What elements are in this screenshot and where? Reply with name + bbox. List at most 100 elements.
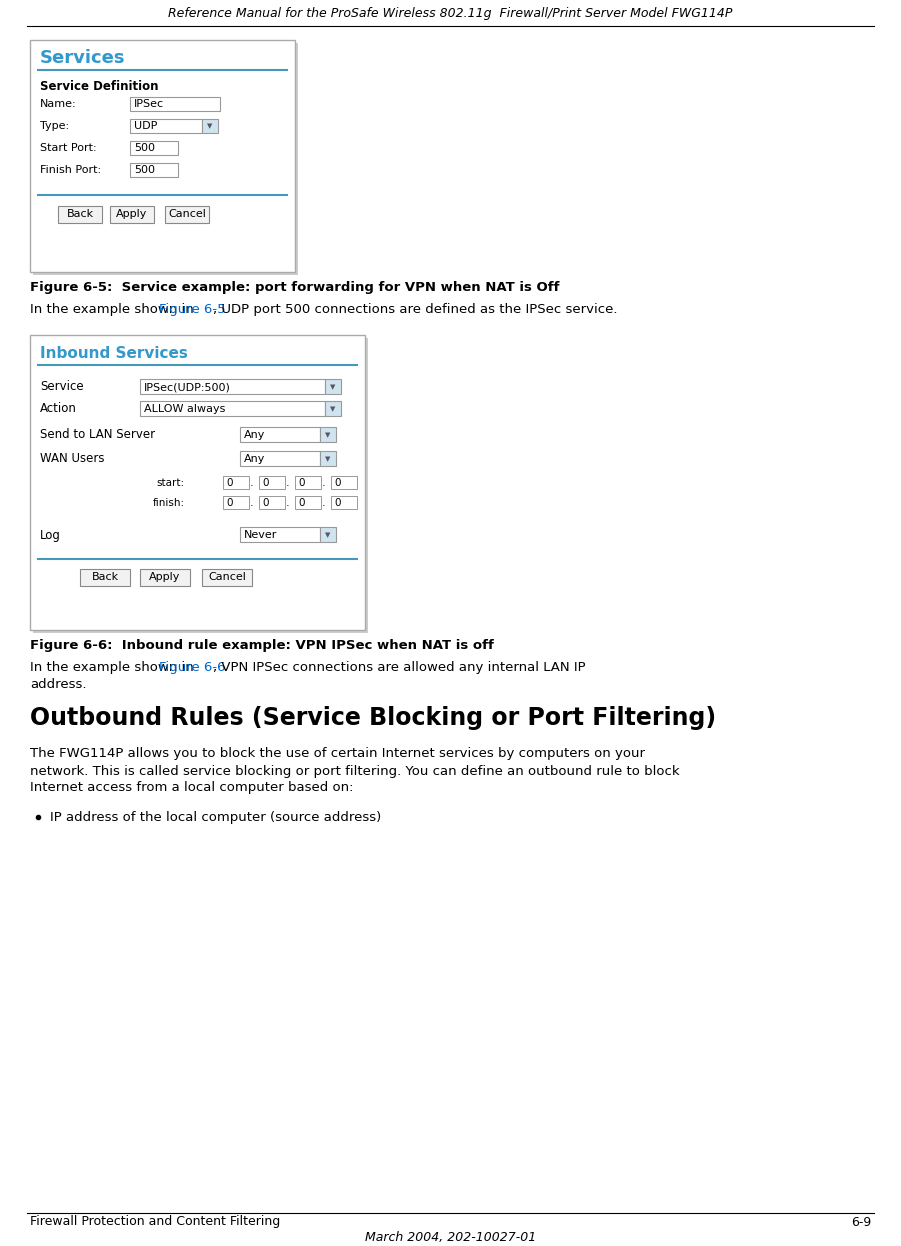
FancyBboxPatch shape xyxy=(295,496,321,510)
Text: finish:: finish: xyxy=(153,498,185,508)
FancyBboxPatch shape xyxy=(331,496,357,510)
Text: March 2004, 202-10027-01: March 2004, 202-10027-01 xyxy=(365,1231,536,1244)
Text: .: . xyxy=(286,478,289,488)
FancyBboxPatch shape xyxy=(240,451,320,466)
Text: Apply: Apply xyxy=(150,572,181,582)
FancyBboxPatch shape xyxy=(320,527,336,542)
Text: Send to LAN Server: Send to LAN Server xyxy=(40,429,155,441)
Text: Outbound Rules (Service Blocking or Port Filtering): Outbound Rules (Service Blocking or Port… xyxy=(30,706,716,730)
Text: Reference Manual for the ProSafe Wireless 802.11g  Firewall/Print Server Model F: Reference Manual for the ProSafe Wireles… xyxy=(168,6,733,20)
Text: .: . xyxy=(250,498,253,508)
Text: Firewall Protection and Content Filtering: Firewall Protection and Content Filterin… xyxy=(30,1216,280,1229)
Text: Internet access from a local computer based on:: Internet access from a local computer ba… xyxy=(30,781,353,795)
Text: .: . xyxy=(286,498,289,508)
FancyBboxPatch shape xyxy=(58,206,102,223)
Text: Figure 6-6:  Inbound rule example: VPN IPSec when NAT is off: Figure 6-6: Inbound rule example: VPN IP… xyxy=(30,639,494,653)
FancyBboxPatch shape xyxy=(140,569,190,586)
Text: .: . xyxy=(250,478,253,488)
Text: 500: 500 xyxy=(134,164,155,174)
Text: ▼: ▼ xyxy=(207,123,213,130)
Text: ▼: ▼ xyxy=(325,532,331,538)
FancyBboxPatch shape xyxy=(130,97,220,111)
Text: Inbound Services: Inbound Services xyxy=(40,345,188,360)
FancyBboxPatch shape xyxy=(33,44,298,275)
Text: 0: 0 xyxy=(226,498,232,508)
Text: ▼: ▼ xyxy=(325,432,331,439)
Text: WAN Users: WAN Users xyxy=(40,452,105,466)
FancyBboxPatch shape xyxy=(320,451,336,466)
Text: In the example shown in: In the example shown in xyxy=(30,304,198,316)
Text: Log: Log xyxy=(40,528,61,542)
FancyBboxPatch shape xyxy=(259,476,285,488)
FancyBboxPatch shape xyxy=(223,476,249,488)
FancyBboxPatch shape xyxy=(30,40,295,272)
Text: Start Port:: Start Port: xyxy=(40,143,96,153)
Text: Cancel: Cancel xyxy=(208,572,246,582)
FancyBboxPatch shape xyxy=(325,401,341,416)
Text: Service Definition: Service Definition xyxy=(40,80,159,92)
Text: IP address of the local computer (source address): IP address of the local computer (source… xyxy=(50,810,381,824)
Text: Apply: Apply xyxy=(116,209,148,219)
Text: .: . xyxy=(322,498,325,508)
Text: 0: 0 xyxy=(298,478,305,488)
FancyBboxPatch shape xyxy=(110,206,154,223)
Text: Type:: Type: xyxy=(40,121,69,131)
Text: In the example shown in: In the example shown in xyxy=(30,662,198,674)
FancyBboxPatch shape xyxy=(331,476,357,488)
FancyBboxPatch shape xyxy=(140,401,325,416)
FancyBboxPatch shape xyxy=(33,338,368,633)
Text: Services: Services xyxy=(40,49,125,67)
Text: ALLOW always: ALLOW always xyxy=(144,404,225,414)
Text: ▼: ▼ xyxy=(331,406,336,412)
FancyBboxPatch shape xyxy=(130,163,178,177)
Text: 6-9: 6-9 xyxy=(851,1216,871,1229)
Text: 0: 0 xyxy=(334,478,341,488)
Text: Back: Back xyxy=(91,572,119,582)
FancyBboxPatch shape xyxy=(320,427,336,442)
Text: Finish Port:: Finish Port: xyxy=(40,164,101,174)
Text: Figure 6-5: Figure 6-5 xyxy=(159,304,226,316)
Text: 0: 0 xyxy=(334,498,341,508)
FancyBboxPatch shape xyxy=(30,335,365,630)
Text: 0: 0 xyxy=(262,478,268,488)
FancyBboxPatch shape xyxy=(240,427,320,442)
FancyBboxPatch shape xyxy=(202,569,252,586)
Text: 0: 0 xyxy=(226,478,232,488)
FancyBboxPatch shape xyxy=(202,120,218,133)
Text: address.: address. xyxy=(30,679,86,692)
Text: start:: start: xyxy=(157,478,185,488)
Text: Never: Never xyxy=(244,530,278,540)
Text: UDP: UDP xyxy=(134,121,158,131)
FancyBboxPatch shape xyxy=(80,569,130,586)
Text: Action: Action xyxy=(40,402,77,415)
FancyBboxPatch shape xyxy=(223,496,249,510)
Text: Back: Back xyxy=(67,209,94,219)
Text: Service: Service xyxy=(40,380,84,394)
Text: The FWG114P allows you to block the use of certain Internet services by computer: The FWG114P allows you to block the use … xyxy=(30,748,645,760)
FancyBboxPatch shape xyxy=(295,476,321,488)
FancyBboxPatch shape xyxy=(140,379,325,394)
Text: , VPN IPSec connections are allowed any internal LAN IP: , VPN IPSec connections are allowed any … xyxy=(213,662,586,674)
Text: 500: 500 xyxy=(134,143,155,153)
Text: Any: Any xyxy=(244,430,266,440)
Text: ▼: ▼ xyxy=(331,384,336,390)
Text: Figure 6-5:  Service example: port forwarding for VPN when NAT is Off: Figure 6-5: Service example: port forwar… xyxy=(30,282,560,294)
Text: 0: 0 xyxy=(298,498,305,508)
Text: IPSec: IPSec xyxy=(134,98,164,108)
Text: Figure 6-6: Figure 6-6 xyxy=(159,662,225,674)
Text: IPSec(UDP:500): IPSec(UDP:500) xyxy=(144,383,231,392)
Text: Name:: Name: xyxy=(40,98,77,108)
Text: .: . xyxy=(322,478,325,488)
FancyBboxPatch shape xyxy=(325,379,341,394)
FancyBboxPatch shape xyxy=(259,496,285,510)
FancyBboxPatch shape xyxy=(240,527,320,542)
Text: Any: Any xyxy=(244,454,266,464)
Text: network. This is called service blocking or port filtering. You can define an ou: network. This is called service blocking… xyxy=(30,765,679,778)
Text: , UDP port 500 connections are defined as the IPSec service.: , UDP port 500 connections are defined a… xyxy=(213,304,617,316)
FancyBboxPatch shape xyxy=(130,141,178,155)
Text: Cancel: Cancel xyxy=(168,209,206,219)
FancyBboxPatch shape xyxy=(165,206,209,223)
Text: 0: 0 xyxy=(262,498,268,508)
Text: ▼: ▼ xyxy=(325,456,331,462)
FancyBboxPatch shape xyxy=(130,120,202,133)
